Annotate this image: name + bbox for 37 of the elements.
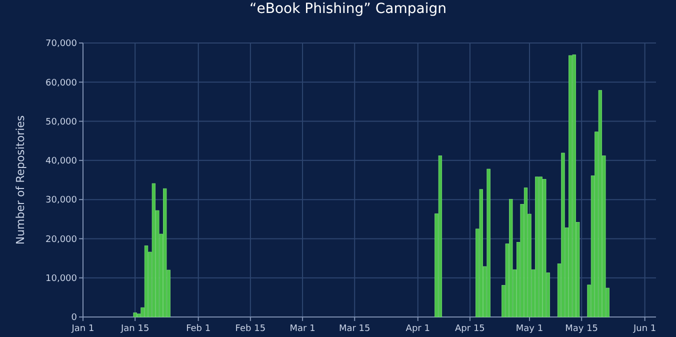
bar <box>486 168 490 318</box>
y-tick-label: 10,000 <box>46 274 78 284</box>
bar <box>144 246 148 318</box>
x-tick-label: Apr 15 <box>455 324 485 334</box>
bar <box>152 183 156 318</box>
bar <box>535 176 539 318</box>
y-tick-label: 30,000 <box>46 196 78 206</box>
chart-title: “eBook Phishing” Campaign <box>250 1 446 17</box>
y-tick-label: 40,000 <box>46 156 78 167</box>
x-tick-label: Apr 1 <box>406 324 430 334</box>
bar <box>561 152 565 318</box>
x-tick-label: May 15 <box>565 324 598 334</box>
x-tick-label: Feb 15 <box>235 324 266 334</box>
bar <box>509 198 513 318</box>
x-tick-label: Jan 1 <box>70 324 94 334</box>
y-tick-label: 60,000 <box>46 78 78 88</box>
y-tick-label: 20,000 <box>46 234 78 245</box>
x-tick-label: Feb 1 <box>186 324 211 334</box>
x-tick-label: Mar 1 <box>290 324 316 334</box>
bar <box>568 55 572 318</box>
bar <box>524 188 528 318</box>
bar <box>133 312 137 318</box>
y-tick-label: 0 <box>71 313 78 324</box>
bar <box>538 176 542 318</box>
bar <box>163 188 167 318</box>
x-tick-label: May 1 <box>516 324 544 334</box>
y-tick-label: 50,000 <box>46 117 78 128</box>
bar <box>479 189 483 318</box>
x-tick-label: Jan 15 <box>120 324 150 334</box>
x-tick-label: Jun 1 <box>632 324 656 334</box>
bar <box>438 156 442 318</box>
bar <box>598 90 602 318</box>
y-tick-label: 70,000 <box>46 39 78 50</box>
bar <box>572 54 576 318</box>
y-axis-title: Number of Repositories <box>14 115 27 245</box>
x-tick-label: Mar 15 <box>338 324 370 334</box>
bar <box>542 179 546 318</box>
